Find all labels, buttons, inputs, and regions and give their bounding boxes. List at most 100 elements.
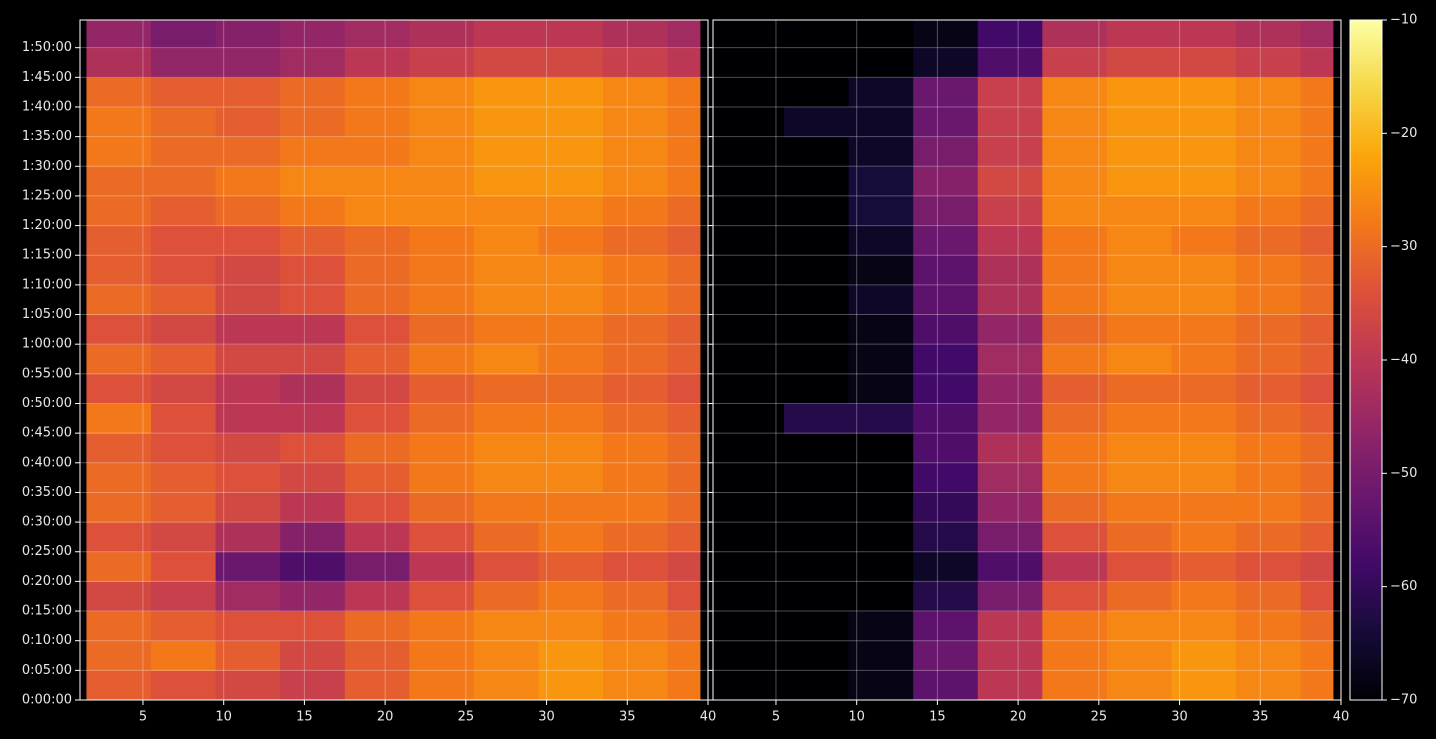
heatmap-cell — [215, 47, 281, 78]
heatmap-cell — [848, 20, 914, 49]
heatmap-cell — [719, 462, 785, 493]
heatmap-cell — [667, 551, 701, 582]
heatmap-cell — [409, 314, 475, 345]
heatmap-cell — [667, 670, 701, 700]
heatmap-cell — [215, 77, 281, 108]
heatmap-panel — [80, 20, 708, 700]
heatmap-cell — [473, 373, 539, 404]
y-tick-label: 1:35:00 — [22, 129, 72, 144]
heatmap-cell — [784, 77, 850, 108]
y-tick-label: 0:35:00 — [22, 485, 72, 500]
heatmap-cell — [1300, 551, 1334, 582]
heatmap-cell — [473, 581, 539, 612]
heatmap-cell — [1106, 492, 1172, 523]
x-tick-label: 35 — [1252, 710, 1269, 725]
heatmap-cell — [1042, 462, 1108, 493]
heatmap-cell — [409, 551, 475, 582]
heatmap-cell — [409, 433, 475, 464]
y-tick-label: 0:00:00 — [22, 693, 72, 708]
heatmap-cell — [409, 670, 475, 700]
heatmap-cell — [409, 522, 475, 553]
heatmap-cell — [1106, 522, 1172, 553]
heatmap-cell — [667, 462, 701, 493]
heatmap-cell — [409, 166, 475, 197]
x-tick-label: 30 — [1171, 710, 1188, 725]
heatmap-cell — [344, 344, 410, 375]
heatmap-cell — [151, 373, 217, 404]
colorbar-tick-label: −70 — [1390, 693, 1417, 708]
heatmap-cell — [280, 373, 346, 404]
heatmap-cell — [1042, 611, 1108, 642]
heatmap-cell — [409, 195, 475, 227]
heatmap-cell — [1042, 136, 1108, 167]
heatmap-cell — [344, 314, 410, 345]
heatmap-cell — [667, 20, 701, 49]
heatmap-cell — [538, 77, 604, 108]
heatmap-cell — [409, 20, 475, 49]
x-tick-label: 25 — [458, 710, 475, 725]
heatmap-cell — [603, 255, 669, 286]
y-tick-label: 0:30:00 — [22, 515, 72, 530]
heatmap-cell — [719, 166, 785, 197]
heatmap-cell — [848, 225, 914, 256]
heatmap-cell — [344, 166, 410, 197]
heatmap-cell — [977, 403, 1043, 434]
heatmap-cell — [538, 670, 604, 700]
heatmap-cell — [1300, 344, 1334, 375]
heatmap-cell — [215, 344, 281, 375]
heatmap-cell — [913, 77, 979, 108]
heatmap-cell — [603, 344, 669, 375]
heatmap-cell — [977, 640, 1043, 671]
heatmap-cell — [603, 77, 669, 108]
y-tick-label: 1:00:00 — [22, 337, 72, 352]
heatmap-cell — [1300, 284, 1334, 316]
heatmap-cell — [344, 47, 410, 78]
heatmap-cell — [848, 403, 914, 434]
heatmap-cell — [280, 670, 346, 700]
heatmap-cell — [215, 522, 281, 553]
heatmap-cell — [719, 611, 785, 642]
heatmap-cell — [409, 106, 475, 138]
heatmap-cell — [473, 551, 539, 582]
heatmap-cell — [1106, 670, 1172, 700]
heatmap-cell — [86, 20, 152, 49]
heatmap-cell — [215, 462, 281, 493]
heatmap-cell — [473, 433, 539, 464]
heatmap-cell — [151, 344, 217, 375]
heatmap-cell — [1236, 47, 1302, 78]
heatmap-cell — [977, 77, 1043, 108]
heatmap-cell — [538, 640, 604, 671]
heatmap-cell — [719, 492, 785, 523]
heatmap-cell — [538, 611, 604, 642]
heatmap-cell — [86, 166, 152, 197]
heatmap-cell — [784, 106, 850, 138]
x-tick-label: 5 — [772, 710, 780, 725]
heatmap-cell — [913, 20, 979, 49]
heatmap-cell — [1171, 195, 1237, 227]
heatmap-cell — [784, 492, 850, 523]
heatmap-cell — [215, 106, 281, 138]
heatmap-cell — [1236, 284, 1302, 316]
y-tick-label: 1:10:00 — [22, 277, 72, 292]
heatmap-cell — [215, 611, 281, 642]
heatmap-cell — [86, 640, 152, 671]
heatmap-cell — [784, 611, 850, 642]
heatmap-cell — [1106, 581, 1172, 612]
heatmap-cell — [1106, 47, 1172, 78]
y-tick-label: 1:25:00 — [22, 188, 72, 203]
heatmap-cell — [151, 403, 217, 434]
heatmap-cell — [848, 492, 914, 523]
heatmap-cell — [1042, 77, 1108, 108]
heatmap-cell — [215, 284, 281, 316]
heatmap-cell — [603, 106, 669, 138]
heatmap-cell — [344, 433, 410, 464]
heatmap-cell — [603, 195, 669, 227]
colorbar-tick-label: −60 — [1390, 579, 1417, 594]
heatmap-cell — [1042, 344, 1108, 375]
heatmap-cell — [1106, 462, 1172, 493]
heatmap-cell — [215, 581, 281, 612]
heatmap-cell — [86, 492, 152, 523]
heatmap-cell — [977, 47, 1043, 78]
heatmap-cell — [215, 670, 281, 700]
heatmap-cell — [719, 20, 785, 49]
